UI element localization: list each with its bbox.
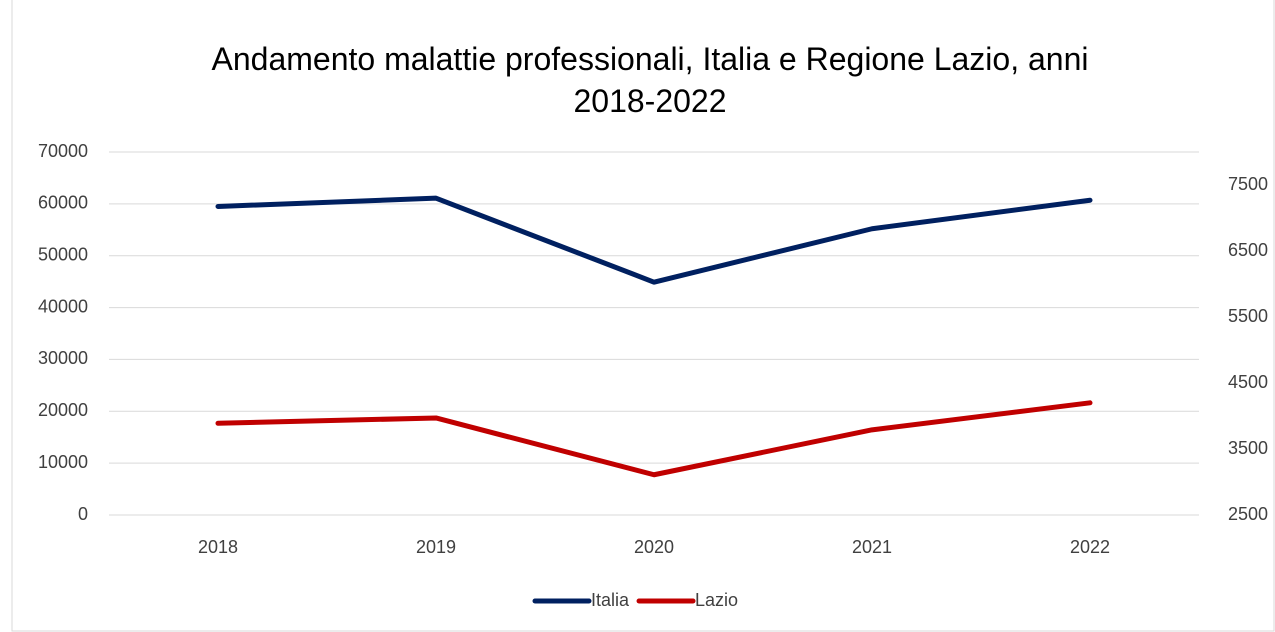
y-tick-label: 50000: [38, 244, 88, 264]
x-tick-label: 2018: [198, 537, 238, 557]
y2-tick-label: 5500: [1228, 306, 1268, 326]
y2-tick-label: 3500: [1228, 438, 1268, 458]
x-tick-label: 2022: [1070, 537, 1110, 557]
y-tick-label: 60000: [38, 193, 88, 213]
y2-tick-label: 7500: [1228, 174, 1268, 194]
y-tick-label: 10000: [38, 452, 88, 472]
series-line: [215, 400, 1093, 478]
y-tick-label: 20000: [38, 400, 88, 420]
series-line: [215, 195, 1093, 285]
y-tick-label: 0: [78, 504, 88, 524]
x-tick-label: 2020: [634, 537, 674, 557]
x-tick-label: 2021: [852, 537, 892, 557]
y-tick-label: 70000: [38, 141, 88, 161]
y2-tick-label: 4500: [1228, 372, 1268, 392]
y-tick-label: 30000: [38, 348, 88, 368]
chart-frame: [11, 0, 1275, 632]
chart-title: Andamento malattie professionali, Italia…: [212, 41, 1089, 119]
y2-tick-label: 6500: [1228, 240, 1268, 260]
y-tick-label: 40000: [38, 296, 88, 316]
legend-label: Italia: [591, 590, 630, 610]
x-tick-label: 2019: [416, 537, 456, 557]
legend-label: Lazio: [695, 590, 738, 610]
y2-tick-label: 2500: [1228, 504, 1268, 524]
